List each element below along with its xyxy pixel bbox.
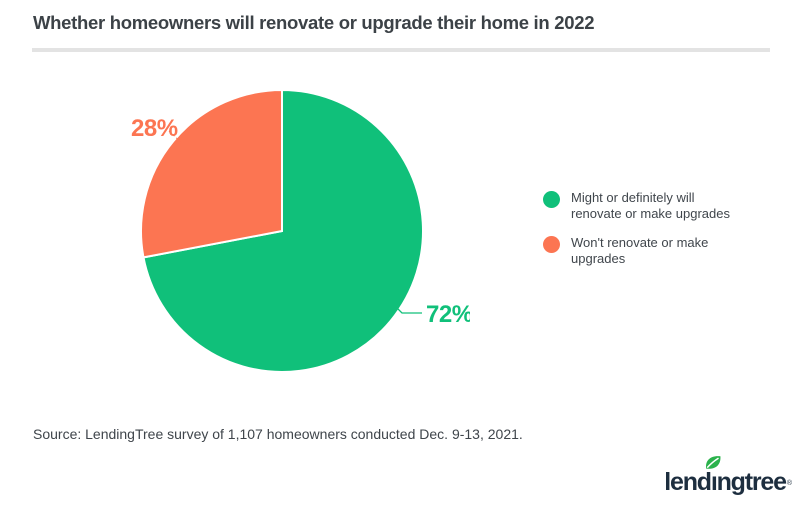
legend-color-dot-green (543, 191, 560, 208)
leader-line-28 (168, 130, 187, 148)
leader-line-72 (391, 302, 422, 314)
legend-color-dot-orange (543, 236, 560, 253)
pie-chart-svg: 28% 72% (131, 88, 473, 373)
pie-slice (140, 88, 283, 259)
title-divider (32, 48, 770, 52)
logo-dotless-i: ı (705, 456, 721, 497)
pie-slices (140, 88, 424, 373)
logo-text-pre: lend (664, 468, 712, 496)
logo-text-post: ngtree (716, 468, 787, 496)
registered-mark: ® (786, 480, 792, 487)
data-label-28: 28% (131, 115, 178, 142)
pie-slice (142, 88, 424, 373)
legend-label: Might or definitely will renovate or mak… (571, 190, 730, 221)
legend-item-wont-renovate: Won't renovate or make upgrades (543, 235, 753, 267)
leaf-icon (705, 456, 721, 469)
legend-item-renovate: Might or definitely will renovate or mak… (543, 190, 753, 222)
chart-legend: Might or definitely will renovate or mak… (543, 190, 753, 267)
legend-label: Won't renovate or make upgrades (571, 235, 709, 266)
data-label-72: 72% (426, 301, 470, 328)
chart-title: Whether homeowners will renovate or upgr… (33, 12, 595, 33)
pie-chart: 28% 72% (100, 75, 473, 400)
lendingtree-logo: lendı ngtree® (664, 456, 792, 497)
source-note: Source: LendingTree survey of 1,107 home… (33, 426, 523, 442)
